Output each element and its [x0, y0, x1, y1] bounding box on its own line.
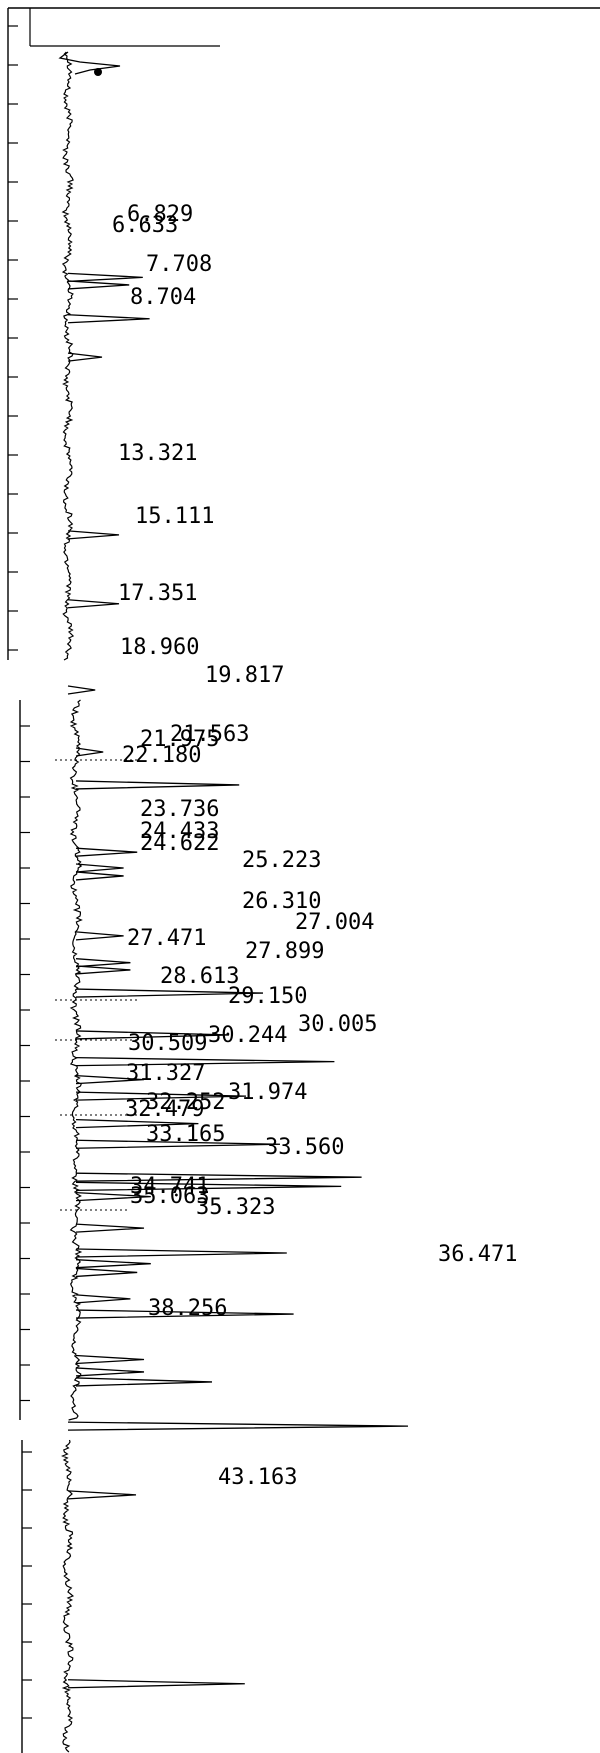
- peak-label: 6.829: [127, 202, 193, 227]
- peak-label: 35.323: [196, 1195, 275, 1220]
- peak-mark: [75, 1091, 247, 1101]
- peak-mark: [67, 530, 120, 540]
- peak-label: 32.252: [146, 1090, 225, 1115]
- peak-mark: [75, 1074, 145, 1085]
- peak-mark: [75, 1191, 151, 1202]
- peak-label: 27.471: [127, 926, 206, 951]
- peak-label: 31.974: [228, 1080, 307, 1105]
- peak-label: 8.704: [130, 285, 196, 310]
- peak-label: 13.321: [118, 441, 197, 466]
- peak-mark: [67, 1679, 245, 1689]
- peak-mark: [75, 871, 124, 881]
- peak-label: 27.004: [295, 910, 374, 935]
- peak-label: 28.613: [160, 964, 239, 989]
- peak-label: 35.063: [130, 1184, 209, 1209]
- peak-mark: [75, 1172, 362, 1182]
- peak-mark: [75, 1248, 287, 1258]
- peak-mark: [75, 747, 104, 757]
- peak-mark: [75, 958, 131, 968]
- peak-label: 36.471: [438, 1242, 517, 1267]
- peak-mark: [75, 1223, 145, 1233]
- peak-label: 27.899: [245, 939, 324, 964]
- peak-mark: [67, 1490, 137, 1500]
- peak-label: 34.741: [130, 1174, 209, 1199]
- peak-mark: [67, 272, 143, 283]
- peak-mark: [67, 314, 150, 324]
- peak-mark: [75, 1354, 145, 1365]
- peak-label: 29.150: [228, 984, 307, 1009]
- trace-segment: [61, 51, 75, 661]
- peak-label: 32.479: [125, 1097, 204, 1122]
- peak-mark: [75, 847, 138, 857]
- peak-label: 30.244: [208, 1023, 287, 1048]
- peak-label: 25.223: [242, 848, 321, 873]
- peak-mark: [75, 1181, 342, 1192]
- peak-label: 31.327: [126, 1061, 205, 1086]
- chart-axes: [7, 7, 600, 1753]
- peak-mark: [75, 1367, 145, 1377]
- peak-label: 18.960: [120, 635, 199, 660]
- peak-label: 21.975: [140, 727, 219, 752]
- solvent-peak: [94, 68, 102, 76]
- peak-mark: [75, 931, 124, 941]
- peak-mark: [75, 1294, 131, 1304]
- peak-label: 33.165: [146, 1122, 225, 1147]
- peak-label: 30.509: [128, 1031, 207, 1056]
- peak-mark: [75, 1267, 138, 1278]
- peak-label: 21.563: [170, 722, 249, 747]
- peak-label: 15.111: [135, 504, 214, 529]
- peak-mark: [75, 780, 240, 790]
- peak-mark: [75, 965, 131, 975]
- peak-mark: [75, 1309, 294, 1319]
- peak-mark: [67, 1421, 409, 1431]
- peak-label: 19.817: [205, 663, 284, 688]
- peak-label: 6.633: [112, 213, 178, 238]
- peak-label: 22.180: [122, 743, 201, 768]
- trace-segment: [61, 1439, 75, 1753]
- peak-label: 26.310: [242, 889, 321, 914]
- peak-mark: [75, 1139, 281, 1149]
- peak-mark: [75, 1377, 213, 1387]
- peak-mark: [75, 1030, 230, 1040]
- peak-mark: [67, 280, 130, 290]
- peak-label: 38.256: [148, 1296, 227, 1321]
- peak-mark: [75, 988, 264, 998]
- solvent-peak: [58, 51, 121, 75]
- peak-mark: [75, 1118, 199, 1129]
- peak-label: 33.560: [265, 1135, 344, 1160]
- peak-mark: [75, 1259, 151, 1269]
- peak-mark: [75, 863, 124, 873]
- peak-label: 43.163: [218, 1465, 297, 1490]
- peak-mark: [67, 352, 103, 362]
- peak-mark: [67, 685, 96, 695]
- peak-label: 24.433: [140, 819, 219, 844]
- peak-label: 24.622: [140, 831, 219, 856]
- chromatogram-trace: [55, 51, 409, 1753]
- peak-label: 7.708: [146, 252, 212, 277]
- peak-label: 17.351: [118, 581, 197, 606]
- peak-label: 23.736: [140, 797, 219, 822]
- peak-label: 30.005: [298, 1012, 377, 1037]
- peak-mark: [67, 599, 120, 609]
- peak-mark: [75, 1057, 335, 1067]
- trace-segment: [68, 699, 83, 1421]
